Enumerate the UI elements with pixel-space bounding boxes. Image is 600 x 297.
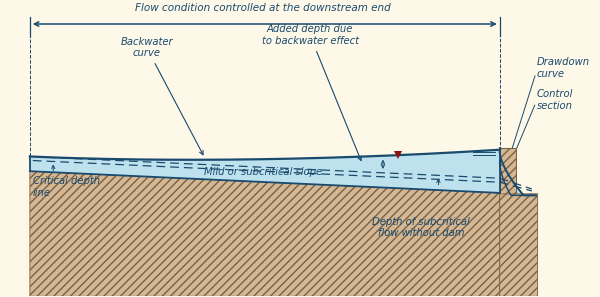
Text: Drawdown
curve: Drawdown curve bbox=[536, 57, 590, 79]
Text: Added depth due
to backwater effect: Added depth due to backwater effect bbox=[262, 24, 361, 160]
Polygon shape bbox=[500, 194, 538, 296]
Polygon shape bbox=[30, 171, 500, 296]
Polygon shape bbox=[500, 148, 516, 296]
Text: Backwater
curve: Backwater curve bbox=[120, 37, 203, 155]
Text: Control
section: Control section bbox=[536, 89, 573, 111]
Text: Mild or subcritical slope: Mild or subcritical slope bbox=[204, 167, 322, 177]
Text: Depth of subcritical
flow without dam: Depth of subcritical flow without dam bbox=[372, 217, 470, 238]
Text: Flow condition controlled at the downstream end: Flow condition controlled at the downstr… bbox=[136, 3, 391, 13]
Text: Critical depth
line: Critical depth line bbox=[33, 176, 100, 198]
Polygon shape bbox=[30, 150, 500, 193]
Polygon shape bbox=[500, 152, 536, 195]
